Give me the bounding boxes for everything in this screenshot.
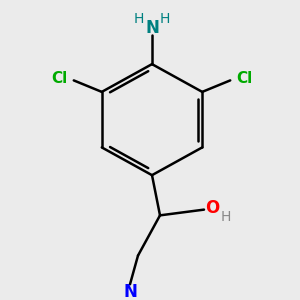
Text: Cl: Cl bbox=[52, 71, 68, 86]
Text: N: N bbox=[145, 19, 159, 37]
Text: N: N bbox=[123, 283, 137, 300]
Text: H: H bbox=[221, 210, 231, 224]
Text: Cl: Cl bbox=[236, 71, 253, 86]
Text: H: H bbox=[134, 12, 144, 26]
Text: H: H bbox=[160, 12, 170, 26]
Text: O: O bbox=[205, 199, 219, 217]
